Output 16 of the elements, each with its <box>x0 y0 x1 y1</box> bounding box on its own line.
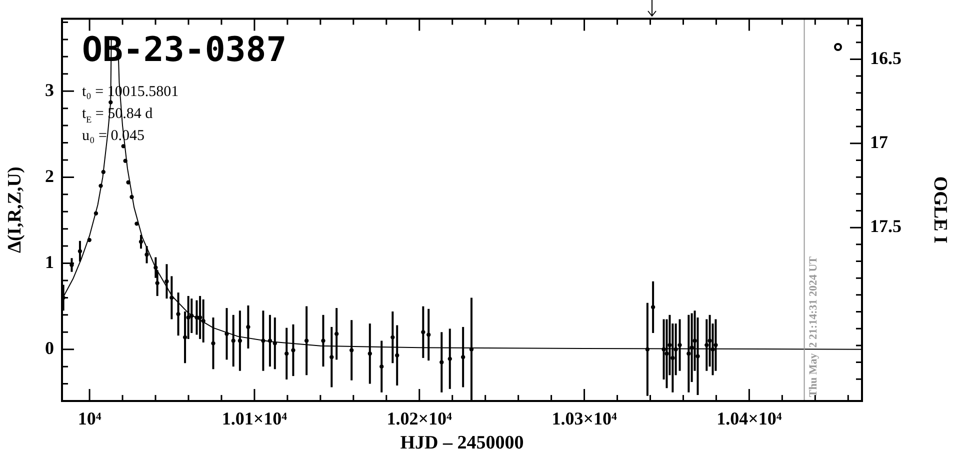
y2-axis-title: OGLE I <box>930 176 951 244</box>
annotation: Thu May 2 21:14:31 2024 UT <box>807 256 820 397</box>
y-tick-label: 0 <box>45 338 54 358</box>
x-tick-label: 1.03×10⁴ <box>552 408 618 428</box>
y2-tick-label: 17.5 <box>870 216 902 236</box>
y-tick-label: 1 <box>45 252 54 272</box>
x-axis-title: HJD – 2450000 <box>400 432 524 454</box>
x-tick-label: 1.04×10⁴ <box>716 408 782 428</box>
x-tick-label: 1.02×10⁴ <box>386 408 453 428</box>
y-tick-label: 3 <box>45 80 54 100</box>
y-axis-title: Δ(I,R,Z,U) <box>4 166 26 254</box>
x-tick-label: 1.01×10⁴ <box>222 408 288 428</box>
y2-tick-label: 17 <box>870 132 888 152</box>
y-tick-label: 2 <box>45 166 54 186</box>
x-tick-label: 10⁴ <box>78 408 102 428</box>
y2-tick-label: 16.5 <box>870 48 902 68</box>
